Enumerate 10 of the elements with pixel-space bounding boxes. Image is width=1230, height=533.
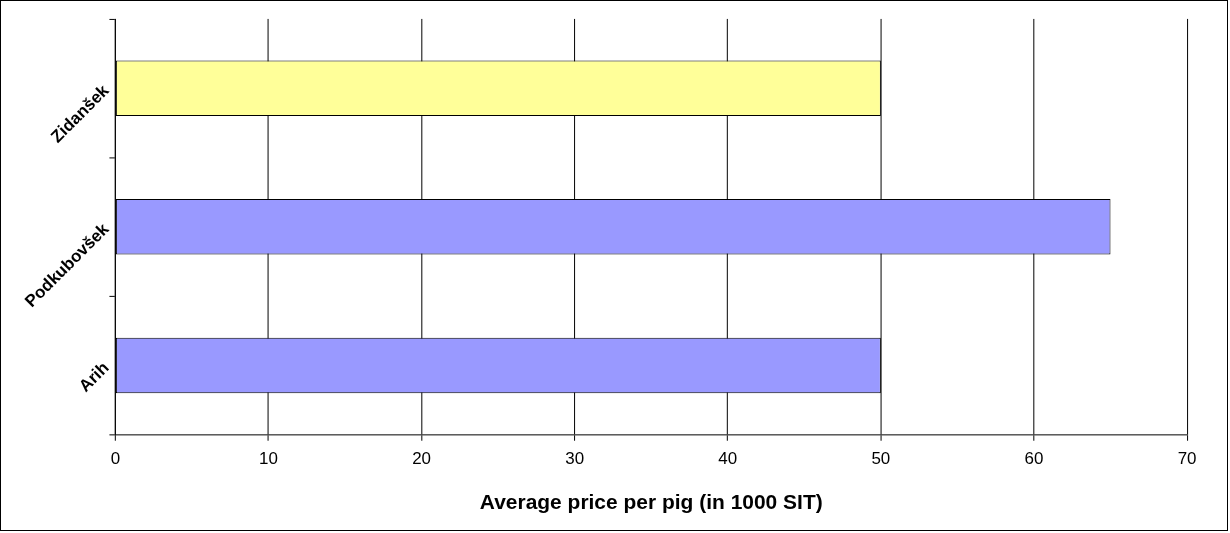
x-tick-label: 40: [718, 448, 738, 468]
x-tick-label: 70: [1177, 448, 1197, 468]
x-axis-title: Average price per pig (in 1000 SIT): [479, 490, 823, 514]
x-tick-label: 60: [1024, 448, 1044, 468]
x-tick-label: 20: [412, 448, 432, 468]
x-tick-label: 50: [871, 448, 891, 468]
x-tick-label: 30: [565, 448, 585, 468]
y-tick-label: Arih: [75, 358, 113, 396]
x-tick-label: 10: [259, 448, 278, 468]
x-tick-label: 0: [110, 448, 121, 468]
